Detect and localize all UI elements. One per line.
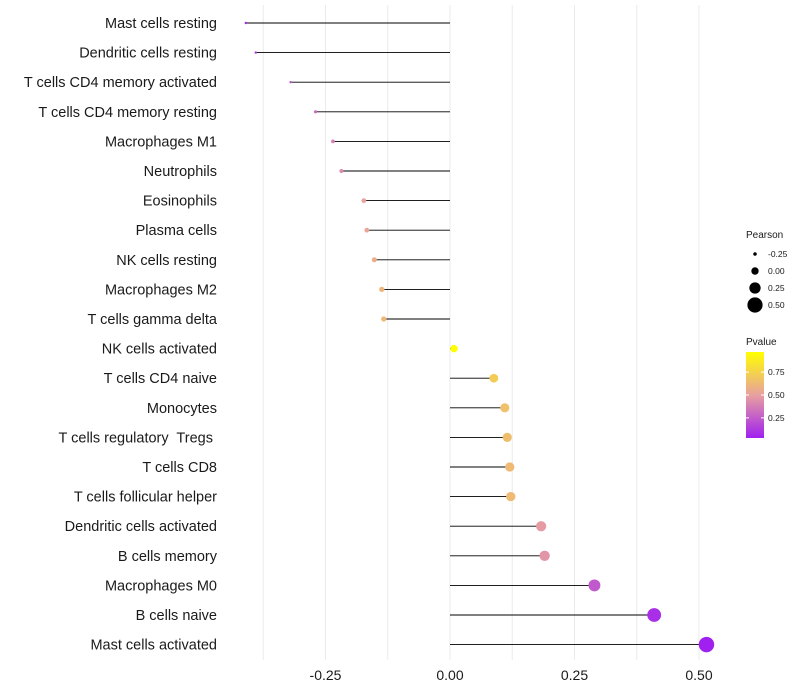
category-labels: Mast cells resting Dendritic cells restin… [24,16,218,654]
data-point [289,80,292,84]
data-point [506,491,516,502]
data-point [361,198,367,203]
data-point [371,257,377,263]
legend-pvalue: Pvalue 0.25 0.50 0.75 [746,337,785,438]
legend-size-label: 0.25 [768,283,785,293]
legend-size-label: 0.00 [768,266,785,276]
data-point [500,403,510,413]
category-label: Mast cells resting [105,16,217,32]
category-label: NK cells activated [102,342,217,358]
data-point [339,169,344,173]
points [244,21,715,653]
data-point [450,344,458,353]
grid-lines [262,5,700,660]
category-label: Macrophages M2 [105,282,217,298]
legend-pearson: Pearson -0.25 0.00 0.25 0.50 [746,230,788,313]
category-label: B cells naive [136,608,217,624]
category-label: Macrophages M0 [105,578,217,594]
category-label: Plasma cells [136,223,217,239]
category-label: NK cells resting [116,253,217,269]
category-label: T cells CD4 naive [104,371,217,387]
x-tick-labels: -0.25 0.00 0.25 0.50 [310,667,713,683]
legend-pvalue-title: Pvalue [746,337,777,348]
data-point [698,636,715,653]
pvalue-colorbar [746,352,764,438]
data-point [379,286,385,293]
category-label: T cells gamma delta [88,312,218,328]
x-tick-label: 0.00 [436,667,463,683]
legend-size-key [753,252,757,256]
data-point [502,432,512,442]
data-point [647,608,662,622]
category-label: Macrophages M1 [105,134,217,150]
legend-size-key [751,267,759,275]
legend-pvalue-label: 0.75 [768,367,785,377]
category-label: T cells regulatory Tregs [59,430,218,446]
data-point [313,110,318,114]
data-point [381,316,387,322]
data-point [331,139,335,144]
data-point [539,550,550,561]
data-point [588,579,601,592]
legend-pvalue-label: 0.50 [768,390,785,400]
x-tick-label: -0.25 [310,667,342,683]
category-label: T cells CD8 [142,460,217,476]
category-label: B cells memory [118,549,218,565]
category-label: T cells CD4 memory activated [24,75,217,91]
legend-pvalue-label: 0.25 [768,413,785,423]
category-label: Mast cells activated [90,638,217,654]
category-label: Dendritic cells activated [65,519,217,535]
category-label: T cells CD4 memory resting [38,105,217,121]
x-tick-label: 0.25 [561,667,588,683]
legend-pearson-title: Pearson [746,230,783,241]
data-point [536,521,547,532]
legend-size-label: -0.25 [768,249,788,259]
legend-size-key [749,282,761,294]
legend-size-label: 0.50 [768,300,785,310]
data-point [505,462,515,472]
category-label: Dendritic cells resting [79,46,217,62]
x-tick-label: 0.50 [685,667,712,683]
category-label: Monocytes [147,401,217,417]
category-label: Eosinophils [143,194,217,210]
data-point [244,21,248,25]
data-point [254,51,257,54]
category-label: T cells follicular helper [74,490,217,506]
data-point [489,373,499,383]
stems [245,22,707,646]
legend-size-key [747,297,763,313]
data-point [364,227,370,233]
category-label: Neutrophils [144,164,217,180]
